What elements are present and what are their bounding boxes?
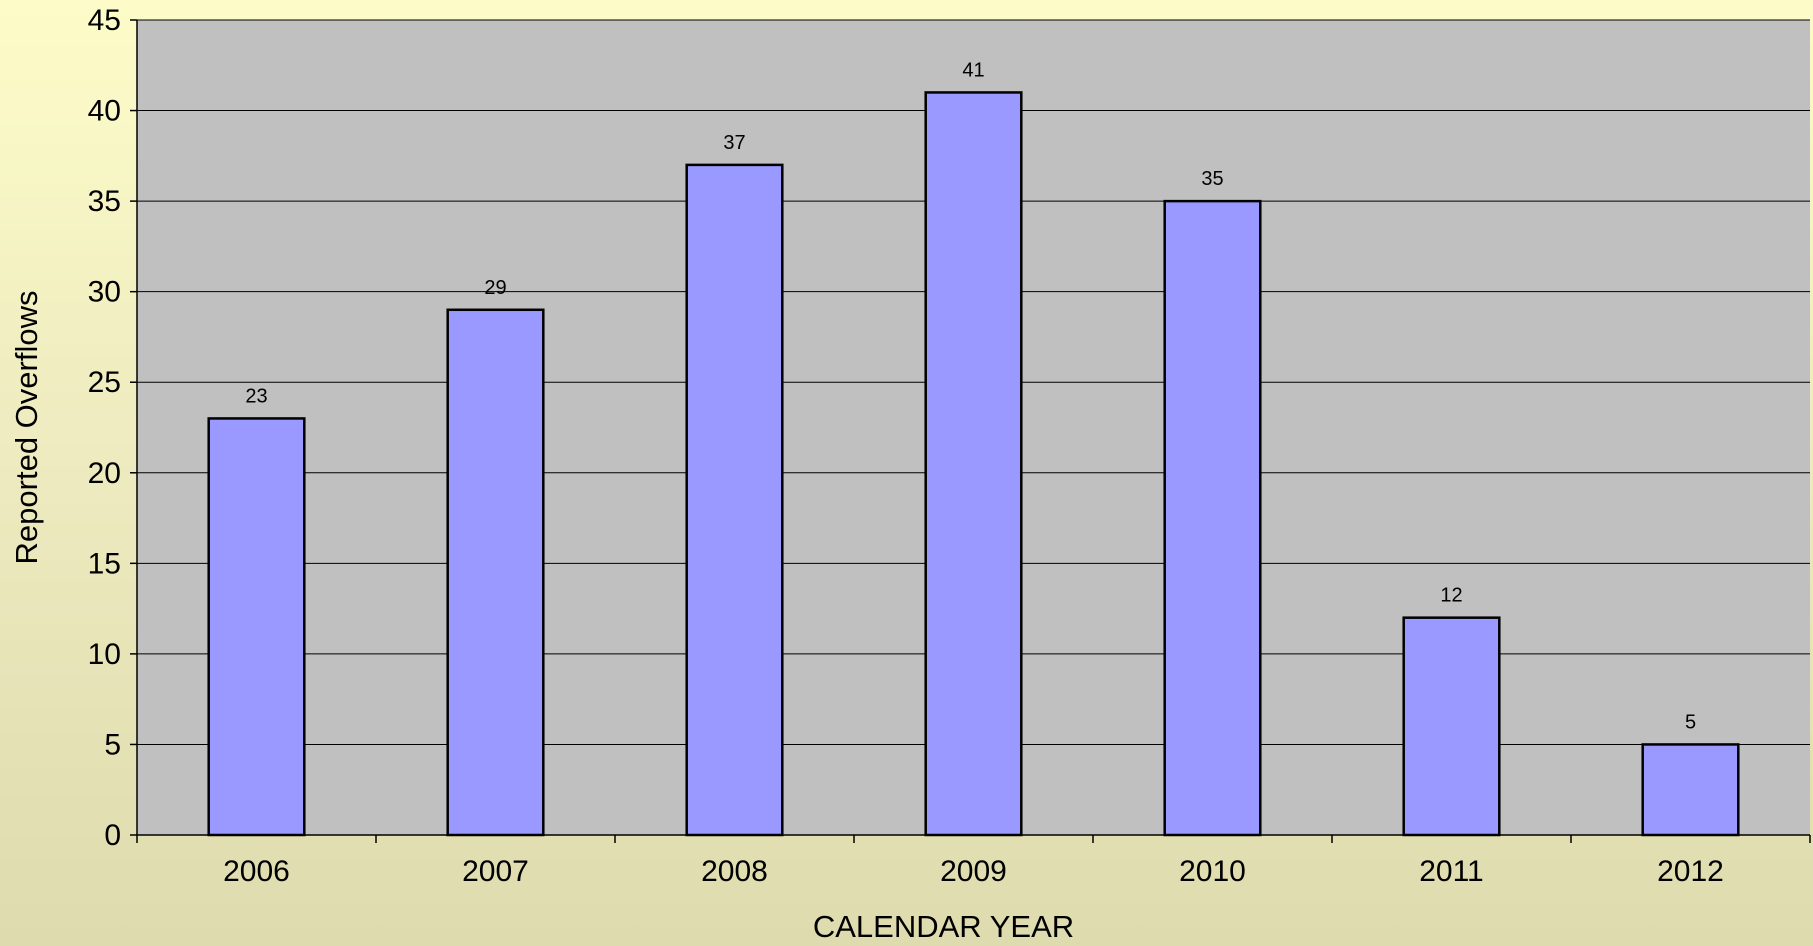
bar-2009	[924, 91, 1023, 837]
bar-2008	[685, 163, 784, 837]
y-tick-label: 45	[88, 4, 121, 37]
data-label: 12	[1440, 585, 1462, 607]
x-tick-label: 2009	[940, 855, 1007, 888]
bar-2007	[446, 308, 545, 837]
y-tick-label: 20	[88, 457, 121, 490]
y-tick-label: 40	[88, 95, 121, 128]
y-tick-label: 15	[88, 547, 121, 580]
data-labels: 23 29 37 41 35 12 5	[245, 59, 1696, 733]
bar-2006	[207, 417, 306, 837]
bar-2010	[1163, 199, 1262, 837]
x-tick-label: 2007	[462, 855, 529, 888]
data-label: 5	[1685, 711, 1696, 733]
x-axis-ticks: 2006 2007 2008 2009 2010 2011 2012	[136, 835, 1811, 888]
x-axis-title: CALENDAR YEAR	[813, 909, 1074, 944]
data-label: 29	[484, 277, 506, 299]
x-tick-label: 2010	[1179, 855, 1246, 888]
data-label: 35	[1201, 168, 1223, 190]
data-label: 41	[962, 59, 984, 81]
y-tick-label: 25	[88, 366, 121, 399]
y-axis-ticks: 0 5 10 15 20 25 30 35 40 45	[88, 4, 137, 852]
x-tick-label: 2008	[701, 855, 768, 888]
y-tick-label: 5	[104, 728, 121, 761]
y-axis-title: Reported Overflows	[9, 291, 44, 565]
y-tick-label: 0	[104, 819, 121, 852]
axes	[136, 20, 1810, 836]
x-tick-label: 2011	[1419, 855, 1484, 888]
data-label: 37	[723, 132, 745, 154]
bar-2012	[1641, 743, 1740, 837]
data-label: 23	[245, 385, 267, 407]
bar-2011	[1402, 616, 1501, 837]
y-tick-label: 35	[88, 185, 121, 218]
bars	[207, 91, 1740, 837]
x-tick-label: 2012	[1657, 855, 1724, 888]
y-tick-label: 10	[88, 638, 121, 671]
y-tick-label: 30	[88, 276, 121, 309]
x-tick-label: 2006	[223, 855, 290, 888]
